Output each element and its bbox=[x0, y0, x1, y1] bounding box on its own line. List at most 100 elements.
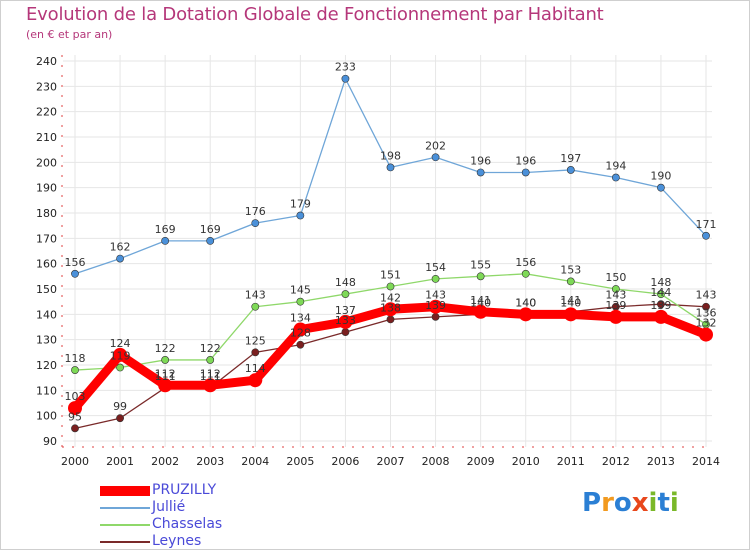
data-label-pruzilly: 112 bbox=[200, 367, 221, 380]
proxiti-logo: Proxiti bbox=[582, 488, 679, 518]
point-pruzilly bbox=[699, 327, 713, 342]
data-label-julli: 190 bbox=[650, 170, 671, 183]
point-leynes bbox=[431, 312, 440, 321]
legend-label-julli: Jullié bbox=[152, 499, 186, 515]
logo-letter: i bbox=[648, 488, 658, 518]
y-tick-label: 240 bbox=[36, 55, 57, 68]
data-label-leynes: 139 bbox=[425, 299, 446, 312]
point-chasselas bbox=[611, 285, 620, 293]
point-pruzilly bbox=[428, 299, 443, 314]
data-label-chasselas: 153 bbox=[560, 263, 581, 276]
point-pruzilly bbox=[248, 373, 263, 388]
x-tick-label: 2014 bbox=[692, 455, 720, 468]
logo-letter: P bbox=[582, 488, 602, 518]
data-label-leynes: 138 bbox=[380, 301, 401, 314]
data-label-julli: 233 bbox=[335, 61, 356, 74]
series-group bbox=[68, 74, 713, 433]
point-chasselas bbox=[116, 363, 124, 372]
y-tick-label: 140 bbox=[36, 308, 57, 321]
data-label-pruzilly: 137 bbox=[335, 304, 356, 317]
point-pruzilly bbox=[158, 378, 173, 393]
data-label-leynes: 141 bbox=[560, 294, 581, 307]
data-label-chasselas: 150 bbox=[605, 271, 626, 284]
point-pruzilly bbox=[293, 322, 308, 337]
point-julli bbox=[71, 269, 79, 278]
y-tick-label: 170 bbox=[36, 232, 57, 245]
point-pruzilly bbox=[653, 309, 668, 324]
point-pruzilly bbox=[518, 307, 533, 322]
data-label-julli: 194 bbox=[605, 160, 626, 173]
point-julli bbox=[521, 168, 530, 177]
point-julli bbox=[296, 211, 305, 220]
data-label-chasselas: 151 bbox=[380, 268, 401, 281]
data-label-leynes: 144 bbox=[650, 286, 671, 299]
data-label-pruzilly: 139 bbox=[650, 299, 671, 312]
point-chasselas bbox=[341, 290, 350, 298]
point-pruzilly bbox=[608, 309, 623, 324]
data-label-chasselas: 122 bbox=[155, 342, 176, 355]
data-label-leynes: 143 bbox=[696, 289, 717, 302]
x-tick-label: 2004 bbox=[241, 455, 269, 468]
data-label-chasselas: 155 bbox=[470, 258, 491, 271]
legend-swatch-leynes bbox=[100, 541, 150, 543]
point-julli bbox=[386, 163, 395, 172]
data-label-pruzilly: 140 bbox=[560, 296, 581, 309]
data-label-pruzilly: 141 bbox=[470, 294, 491, 307]
y-tick-label: 130 bbox=[36, 334, 57, 347]
point-chasselas bbox=[296, 297, 305, 306]
point-chasselas bbox=[71, 366, 79, 374]
data-label-leynes: 95 bbox=[68, 410, 82, 423]
legend-label-chasselas: Chasselas bbox=[152, 516, 223, 532]
legend-swatch-chasselas bbox=[100, 524, 150, 526]
y-tick-label: 230 bbox=[36, 80, 57, 93]
data-label-chasselas: 148 bbox=[335, 276, 356, 289]
y-axis-ticks: 90 100 110 120 130 140 150 160 170 180 190 200 210 22… bbox=[36, 55, 57, 448]
logo-letter: t bbox=[657, 488, 670, 518]
x-tick-label: 2006 bbox=[331, 455, 359, 468]
y-tick-label: 220 bbox=[36, 106, 57, 119]
x-tick-label: 2008 bbox=[422, 455, 450, 468]
data-label-chasselas: 122 bbox=[200, 342, 221, 355]
point-chasselas bbox=[386, 282, 395, 291]
data-label-julli: 196 bbox=[515, 154, 536, 167]
logo-letter: x bbox=[631, 488, 649, 518]
x-axis-ticks: 2000 2001 2002 2003 2004 2005 2006 2007 2008 2009… bbox=[61, 455, 720, 468]
y-tick-label: 180 bbox=[36, 207, 57, 220]
data-label-julli: 202 bbox=[425, 139, 446, 152]
y-tick-label: 160 bbox=[36, 258, 57, 271]
point-leynes bbox=[341, 328, 350, 336]
chart-title: Evolution de la Dotation Globale de Fonc… bbox=[26, 4, 604, 25]
data-label-julli: 197 bbox=[560, 152, 581, 165]
data-label-leynes: 133 bbox=[335, 314, 356, 327]
x-tick-label: 2007 bbox=[377, 455, 405, 468]
data-label-leynes: 140 bbox=[470, 296, 491, 309]
point-leynes bbox=[71, 424, 79, 433]
logo-letter: r bbox=[601, 488, 614, 518]
point-julli bbox=[476, 168, 485, 177]
data-label-chasselas: 145 bbox=[290, 284, 311, 297]
data-label-julli: 196 bbox=[470, 154, 491, 167]
legend-swatch-pruzilly bbox=[100, 486, 150, 496]
data-label-chasselas: 143 bbox=[245, 289, 266, 302]
point-leynes bbox=[702, 302, 710, 311]
data-label-pruzilly: 140 bbox=[515, 296, 536, 309]
logo-letter: i bbox=[669, 488, 679, 518]
point-chasselas bbox=[161, 356, 170, 364]
data-label-pruzilly: 103 bbox=[65, 390, 86, 403]
data-label-julli: 156 bbox=[65, 256, 86, 269]
point-chasselas bbox=[566, 277, 575, 286]
y-tick-label: 190 bbox=[36, 182, 57, 195]
point-julli bbox=[611, 173, 620, 182]
series-julli bbox=[71, 74, 710, 278]
data-label-julli: 162 bbox=[110, 241, 131, 254]
data-label-chasselas: 118 bbox=[65, 352, 86, 365]
point-leynes bbox=[116, 414, 124, 423]
data-label-leynes: 128 bbox=[290, 327, 311, 340]
point-julli bbox=[702, 231, 710, 240]
x-tick-label: 2011 bbox=[557, 455, 585, 468]
legend-label-leynes: Leynes bbox=[152, 533, 202, 549]
y-tick-label: 120 bbox=[36, 359, 57, 372]
point-pruzilly bbox=[383, 302, 398, 317]
data-label-pruzilly: 112 bbox=[155, 367, 176, 380]
point-julli bbox=[657, 183, 665, 192]
